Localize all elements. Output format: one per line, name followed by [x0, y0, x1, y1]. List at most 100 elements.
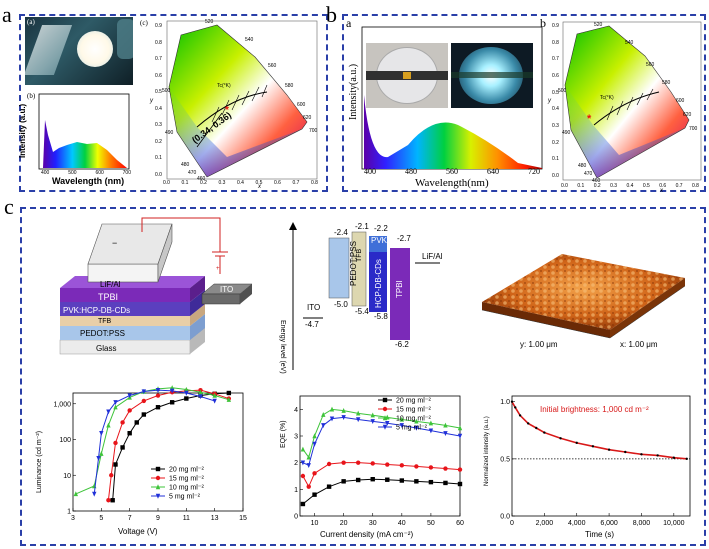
data-point: [306, 454, 311, 460]
cie-a-wl-560: 560: [268, 63, 277, 69]
data-point: [113, 400, 118, 405]
data-point: [99, 431, 104, 436]
plot-frame: [299, 395, 461, 517]
spectrum-b-ticks: 400 480 560 640 720: [364, 167, 540, 176]
data-point: [312, 471, 317, 476]
data-point: [510, 400, 514, 403]
legend-marker: [382, 424, 388, 430]
chart-stability-ylabel: Normalized intensity (a.u.): [484, 416, 490, 486]
data-point: [312, 433, 317, 439]
afm-x-label: x: 1.00 μm: [620, 340, 658, 349]
data-point: [355, 410, 361, 416]
data-point: [113, 440, 118, 446]
spectrum-b-tick: 480: [405, 167, 417, 176]
data-point: [106, 409, 111, 415]
chart-stability: 0 2,000 4,000 6,000 8,000 10,000 0.0 0.5 1.0: [480, 388, 700, 542]
data-point: [306, 484, 311, 489]
spectrum-b-ylabel: Intensity(a.u.): [348, 63, 359, 120]
x-tick-label: 15: [239, 515, 247, 522]
layer-tfb: TFB: [98, 318, 112, 325]
data-point: [300, 460, 306, 466]
data-point: [127, 431, 132, 436]
cie-b-xtick: 0.4: [626, 183, 634, 189]
cie-b-xtick: 0.7: [675, 183, 683, 189]
x-tick-label: 10: [311, 520, 319, 527]
cie-b-wl-600: 600: [676, 98, 685, 104]
sub-label-a-b: (b): [27, 92, 36, 100]
chart-luminance: 3 5 7 9 11 13 15 1 10 100 1,000 20 mg ml⁻² 15 mg ml⁻…: [28, 385, 253, 543]
cie-a-xtick: 0.3: [218, 180, 226, 186]
cie-b-wl-620: 620: [683, 112, 692, 118]
layer-glass: Glass: [96, 344, 117, 353]
data-point: [198, 389, 203, 395]
cie-a-wl-470: 470: [188, 170, 197, 176]
spectrum-b-tick: 720: [528, 167, 540, 176]
cie-a-ytick: 0.3: [155, 122, 162, 129]
panel-c-frame: [20, 207, 706, 546]
data-point: [198, 394, 203, 400]
chart-stability-xlabel: Time (s): [585, 530, 615, 539]
data-point: [399, 478, 405, 483]
spectrum-a-tick: 600: [95, 170, 104, 176]
data-point: [656, 454, 659, 457]
x-tick-label: 30: [369, 520, 377, 527]
x-tick-label: 2,000: [536, 520, 554, 527]
series-line: [302, 416, 461, 467]
svg-text:+: +: [216, 266, 220, 272]
spectrum-b-xlabel: Wavelength(nm): [415, 177, 489, 189]
cie-b-ytick: 0.7: [552, 56, 559, 63]
energy-svg: [289, 222, 440, 370]
cie-b-ytick: 0.6: [552, 72, 559, 79]
svg-text:−: −: [112, 238, 117, 248]
chart-luminance-svg: 3 5 7 9 11 13 15 1 10 100 1,000 20 mg ml⁻² 15 mg ml⁻…: [53, 385, 247, 522]
cie-a-xtick: 0.2: [200, 180, 207, 186]
data-point: [543, 431, 546, 434]
y-tick-label: 1,000: [53, 401, 71, 408]
data-point: [370, 412, 375, 418]
data-point: [526, 422, 530, 425]
spectrum-a-xlabel: Wavelength (nm): [52, 176, 125, 186]
cie-b-xtick: 0.1: [577, 183, 585, 189]
cie-b-wl-560: 560: [646, 62, 655, 68]
data-point: [414, 464, 419, 469]
y-tick-label: 4: [294, 407, 298, 414]
y-tick-label: 1: [294, 487, 298, 494]
energy-tfb-name: TFB: [356, 248, 363, 262]
cie-diagram-b: *: [549, 20, 705, 188]
panel-letter-c: c: [4, 194, 14, 219]
data-point: [370, 419, 375, 425]
data-point: [106, 422, 111, 428]
cie-b-wl-500: 500: [558, 88, 567, 94]
svg-text:*: *: [225, 105, 229, 116]
svg-text:*: *: [587, 113, 592, 125]
layer-tpbi: TPBI: [98, 292, 119, 302]
series-line: [93, 389, 215, 495]
panel-letter-b: b: [326, 2, 337, 27]
data-point: [443, 431, 448, 437]
data-point: [127, 408, 132, 413]
cie-a-ytick: 0.0: [155, 171, 162, 178]
data-point: [73, 491, 79, 497]
cie-b-ytick: 0.9: [552, 23, 559, 29]
data-point: [607, 448, 611, 451]
spectrum-b-tick: 400: [364, 167, 376, 176]
x-tick-label: 40: [398, 520, 406, 527]
cie-b-wl-490: 490: [562, 130, 571, 136]
data-point: [184, 390, 189, 396]
data-point: [141, 389, 147, 395]
energy-pedot-bottom: -5.0: [334, 300, 348, 309]
data-point: [535, 426, 538, 430]
energy-ito-value: -4.7: [305, 320, 319, 329]
panel-a-frame: [19, 14, 328, 192]
data-point: [141, 412, 147, 417]
spectrum-a-ylabel: Intensity (a.u.): [18, 103, 27, 158]
energy-tpbi-top: -2.7: [397, 234, 411, 243]
energy-tfb-top: -2.1: [355, 222, 369, 231]
legend-label: 10 mg ml⁻²: [396, 416, 431, 423]
data-point: [355, 417, 361, 423]
cie-a-wl-700: 700: [309, 128, 318, 134]
afm-svg: [481, 254, 686, 339]
data-point: [113, 404, 118, 410]
data-point: [591, 445, 595, 448]
legend-marker: [155, 493, 161, 499]
